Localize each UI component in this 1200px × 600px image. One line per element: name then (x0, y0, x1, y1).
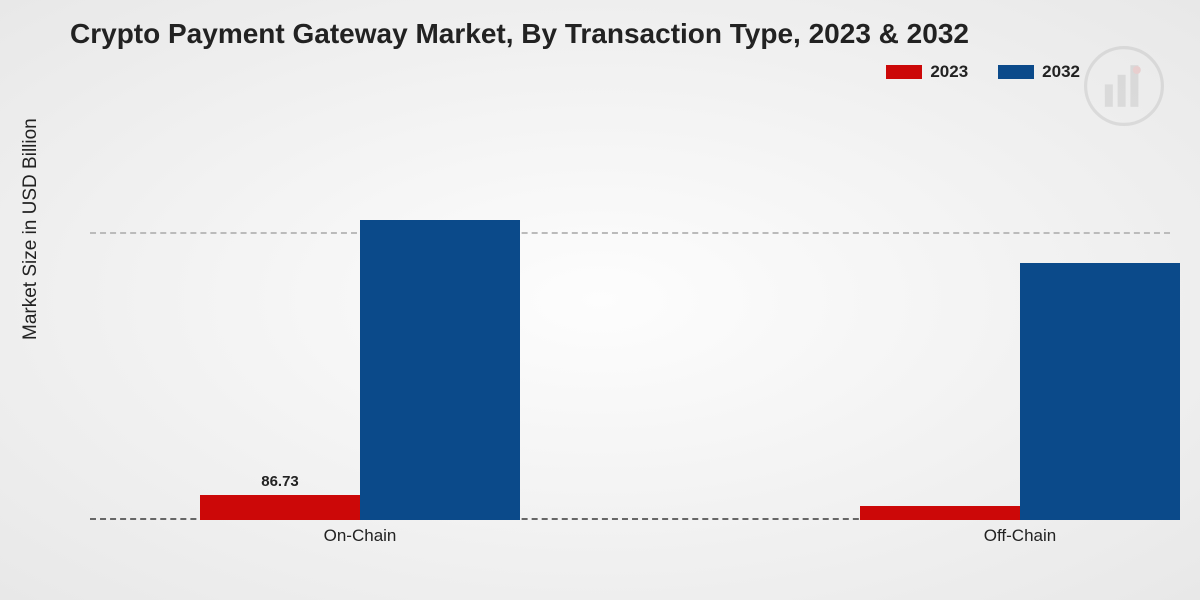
swatch-2032 (998, 65, 1034, 79)
x-tick-off-chain: Off-Chain (984, 526, 1056, 546)
plot-area: 86.73 On-Chain Off-Chain (90, 120, 1170, 550)
bar-label-on-chain-2023: 86.73 (261, 473, 299, 490)
legend-label-2023: 2023 (930, 62, 968, 82)
bar-group-off-chain (860, 263, 1180, 520)
bar-off-chain-2023 (860, 506, 1020, 520)
legend-item-2032: 2032 (998, 62, 1080, 82)
y-axis-label: Market Size in USD Billion (20, 118, 42, 340)
chart-title: Crypto Payment Gateway Market, By Transa… (70, 18, 969, 50)
bar-group-on-chain: 86.73 (200, 220, 520, 520)
watermark-logo-icon (1084, 46, 1164, 126)
legend: 2023 2032 (886, 62, 1080, 82)
bar-on-chain-2023: 86.73 (200, 495, 360, 520)
legend-item-2023: 2023 (886, 62, 968, 82)
swatch-2023 (886, 65, 922, 79)
x-tick-on-chain: On-Chain (324, 526, 397, 546)
bar-off-chain-2032 (1020, 263, 1180, 520)
legend-label-2032: 2032 (1042, 62, 1080, 82)
bar-on-chain-2032 (360, 220, 520, 520)
